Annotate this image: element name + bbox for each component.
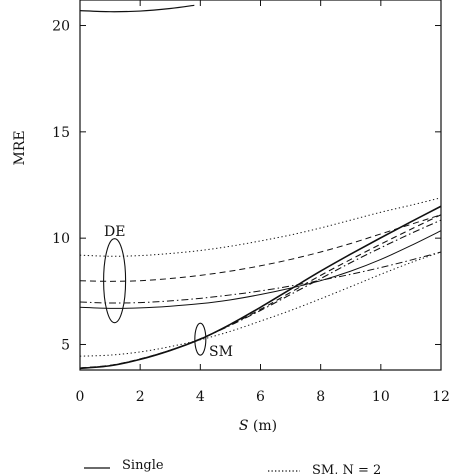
x-tick-label-2: 2 <box>136 389 145 405</box>
series-line-2 <box>79 230 442 309</box>
legend-label-sm: SM, N = 2 <box>312 463 381 474</box>
x-axis-ticks: 0 2 4 6 8 10 12 <box>76 0 450 405</box>
series-line-9 <box>79 219 442 369</box>
y-axis-ticks: 5 10 15 20 <box>52 19 441 353</box>
y-tick-label-5: 5 <box>61 337 70 353</box>
x-tick-label-8: 8 <box>316 389 325 405</box>
annotations: DE SM <box>103 224 233 360</box>
series-line-4 <box>79 214 442 282</box>
x-tick-label-10: 10 <box>372 389 390 405</box>
sm-ellipse <box>194 322 207 356</box>
x-axis-label: S (m) <box>239 418 277 434</box>
annotation-sm: SM <box>209 344 233 360</box>
x-tick-label-0: 0 <box>76 389 85 405</box>
plot-lines <box>79 4 442 370</box>
series-line-3 <box>79 251 442 304</box>
y-tick-label-20: 20 <box>52 19 70 35</box>
x-tick-label-4: 4 <box>196 389 205 405</box>
de-ellipse <box>103 238 127 324</box>
x-tick-label-12: 12 <box>432 389 450 405</box>
legend: Single SM, N = 2 <box>84 458 381 474</box>
y-axis-label: MRE <box>12 130 28 165</box>
series-line-1 <box>79 4 195 13</box>
series-line-5 <box>79 197 442 257</box>
x-tick-label-6: 6 <box>256 389 265 405</box>
annotation-de: DE <box>104 224 125 240</box>
legend-label-single: Single <box>122 458 164 473</box>
y-tick-label-10: 10 <box>52 231 70 247</box>
y-tick-label-15: 15 <box>52 125 70 141</box>
